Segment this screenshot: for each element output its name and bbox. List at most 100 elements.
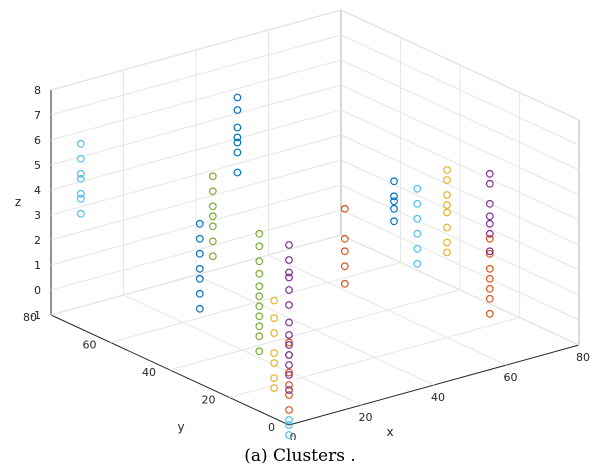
- data-point: [233, 138, 242, 147]
- y-tick-label: 60: [83, 339, 97, 352]
- data-point: [285, 241, 293, 249]
- data-point: [485, 169, 494, 178]
- data-point: [443, 176, 451, 184]
- data-point: [285, 371, 293, 379]
- data-point: [285, 268, 293, 277]
- data-point: [443, 238, 451, 247]
- data-point: [485, 249, 494, 258]
- data-point: [255, 257, 264, 266]
- data-point: [285, 381, 293, 389]
- data-point: [413, 229, 422, 238]
- y-tick-label: 20: [202, 394, 216, 407]
- data-point: [208, 172, 217, 181]
- data-point: [76, 174, 85, 183]
- data-point: [485, 229, 494, 238]
- data-point: [76, 194, 85, 203]
- data-point: [255, 269, 264, 278]
- data-point: [485, 294, 494, 303]
- data-point: [285, 406, 293, 414]
- z-tick-label: -1: [30, 309, 41, 322]
- data-point: [233, 133, 242, 142]
- x-tick-label: 20: [359, 411, 373, 424]
- data-point: [485, 234, 494, 243]
- data-point: [340, 247, 349, 256]
- z-tick-label: 8: [34, 84, 41, 97]
- data-point: [255, 302, 264, 311]
- z-tick-label: 6: [34, 134, 41, 147]
- data-point: [443, 191, 451, 199]
- data-point: [390, 177, 398, 186]
- data-point: [233, 93, 242, 102]
- data-point: [208, 222, 217, 231]
- data-point: [485, 264, 494, 273]
- data-point: [285, 301, 293, 309]
- data-point: [285, 391, 293, 399]
- data-point: [208, 252, 217, 261]
- data-point: [270, 314, 279, 323]
- data-point: [76, 209, 85, 218]
- data-point: [233, 168, 242, 177]
- data-point: [233, 123, 242, 132]
- data-point: [413, 244, 422, 253]
- figure-caption: (a) Clusters .: [244, 446, 356, 466]
- data-point: [485, 179, 494, 188]
- data-point: [413, 199, 422, 208]
- data-point: [390, 204, 398, 213]
- data-point: [208, 202, 217, 211]
- data-point: [413, 214, 422, 223]
- data-point: [413, 184, 422, 193]
- data-point: [195, 289, 204, 298]
- z-tick-label: 0: [34, 284, 41, 297]
- y-tick-label: 40: [142, 366, 156, 379]
- data-point: [285, 331, 293, 339]
- data-point: [285, 256, 293, 264]
- data-point: [285, 386, 293, 394]
- data-point: [76, 154, 85, 163]
- data-point: [285, 361, 293, 369]
- data-point: [285, 421, 293, 429]
- data-point: [413, 259, 422, 268]
- data-point: [285, 318, 293, 327]
- data-point: [340, 234, 349, 243]
- z-tick-label: 2: [34, 234, 41, 247]
- data-point: [76, 189, 85, 198]
- z-tick-label: 5: [34, 159, 41, 172]
- data-point: [285, 338, 293, 347]
- data-point: [195, 234, 204, 243]
- x-tick-label: 60: [504, 371, 518, 384]
- data-point: [195, 249, 204, 258]
- data-point: [285, 368, 293, 377]
- data-point: [208, 187, 217, 196]
- data-point: [485, 309, 494, 318]
- data-point: [255, 242, 264, 251]
- data-point: [285, 341, 293, 349]
- y-tick-label: 0: [268, 421, 275, 434]
- data-point: [255, 347, 264, 356]
- data-points: [76, 93, 494, 439]
- x-tick-label: 80: [576, 351, 590, 364]
- data-point: [443, 223, 451, 232]
- data-point: [270, 329, 279, 338]
- data-point: [233, 148, 242, 157]
- data-point: [270, 349, 279, 358]
- grid-line: [268, 254, 507, 366]
- data-point: [195, 219, 204, 228]
- y-axis-label: y: [177, 420, 184, 434]
- z-tick-label: 7: [34, 109, 41, 122]
- data-point: [76, 139, 85, 148]
- data-point: [485, 199, 494, 208]
- data-point: [208, 212, 217, 221]
- data-point: [390, 192, 398, 201]
- data-point: [443, 208, 451, 217]
- data-point: [195, 264, 204, 273]
- data-point: [255, 229, 264, 238]
- data-point: [195, 274, 204, 283]
- z-tick-label: 1: [34, 259, 41, 272]
- data-point: [255, 282, 264, 291]
- data-point: [485, 284, 494, 293]
- data-point: [285, 431, 293, 439]
- data-point: [270, 374, 279, 383]
- x-tick-label: 0: [290, 431, 297, 440]
- data-point: [443, 166, 451, 174]
